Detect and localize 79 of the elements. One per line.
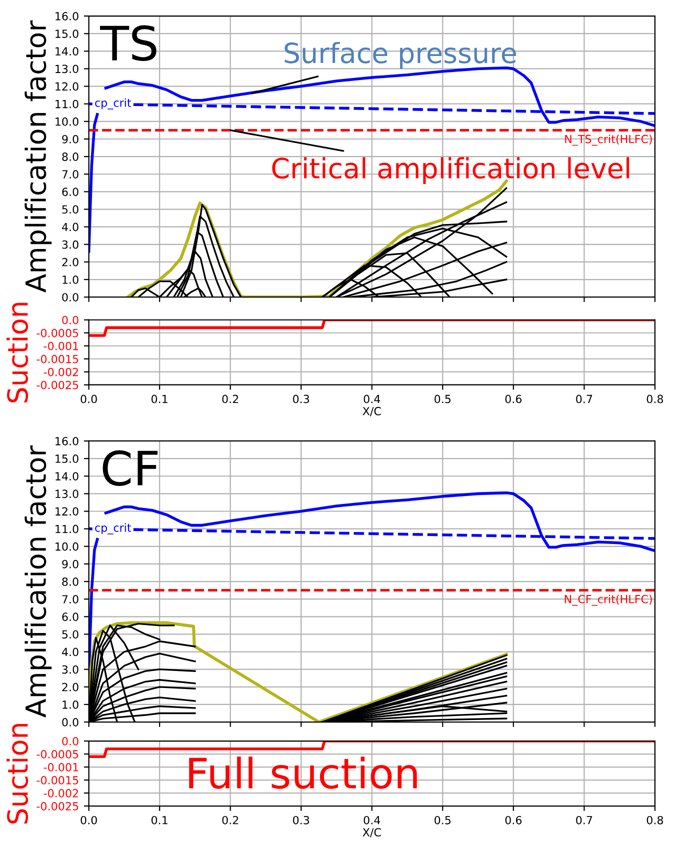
- y-tick-label: 13.0: [56, 64, 78, 74]
- x-tick-label: 0.3: [293, 394, 310, 404]
- y-tick-label: 2.0: [62, 258, 78, 266]
- y-tick-label: -0.0005: [36, 328, 78, 338]
- x-tick-label: 0.6: [505, 816, 522, 824]
- y-tick-label: 0.0: [62, 737, 78, 746]
- x-tick-label: 0.3: [293, 816, 310, 824]
- y-tick-label: 12.0: [56, 82, 78, 91]
- y-tick-label: 1.0: [62, 275, 78, 284]
- y-tick-label: -0.0015: [36, 776, 78, 784]
- y-tick-label: 8.0: [62, 152, 78, 161]
- x-tick-label: 0.2: [222, 816, 238, 824]
- x-tick-label: 0.5: [434, 394, 451, 404]
- y-tick-label: 2.0: [62, 682, 78, 692]
- y-tick-label: 5.0: [62, 205, 78, 214]
- y-tick-label: 4.0: [62, 222, 78, 232]
- y-tick-label: 11.0: [56, 100, 78, 108]
- ref-line-label: N_TS_crit(HLFC): [565, 134, 652, 146]
- y-tick-label: 14.0: [56, 47, 78, 56]
- y-tick-label: 7.0: [62, 170, 78, 179]
- y-tick-label: -0.002: [44, 368, 78, 376]
- x-tick-label: 0.8: [646, 816, 664, 824]
- y-tick-label: 10.0: [56, 117, 78, 126]
- annotation: Surface pressure: [284, 42, 516, 69]
- x-tick-label: 0.2: [222, 394, 238, 404]
- y-tick-label: 7.0: [62, 595, 78, 604]
- y-tick-label: 15.0: [56, 30, 78, 38]
- y-tick-label: 15.0: [56, 454, 78, 463]
- y-axis-title: Suction: [6, 302, 28, 402]
- y-tick-label: 16.0: [56, 12, 78, 20]
- x-tick-label: 0.4: [364, 816, 380, 824]
- y-tick-label: 4.0: [62, 648, 78, 656]
- ref-line-label: N_CF_crit(HLFC): [564, 594, 652, 606]
- annotation: Critical amplification level: [272, 157, 630, 184]
- y-tick-label: -0.0025: [36, 380, 78, 390]
- y-tick-label: 0.0: [62, 718, 78, 726]
- y-axis-title: Amplification factor: [24, 445, 52, 718]
- x-tick-label: 0.7: [576, 394, 592, 404]
- y-tick-label: 3.0: [62, 665, 78, 674]
- x-tick-label: 0.4: [364, 394, 380, 404]
- x-tick-label: 0.7: [576, 816, 592, 824]
- y-tick-label: 13.0: [56, 490, 78, 498]
- y-tick-label: 0.0: [62, 293, 78, 302]
- y-tick-label: 5.0: [62, 630, 78, 639]
- annotation: TS: [100, 25, 156, 62]
- x-tick-label: 0.5: [434, 816, 451, 824]
- x-tick-label: 0.1: [151, 394, 168, 404]
- x-tick-label: 0.1: [151, 816, 168, 824]
- y-axis-title: Amplification factor: [24, 20, 52, 293]
- x-axis-title: X/C: [362, 828, 381, 838]
- y-tick-label: 12.0: [56, 507, 78, 516]
- y-tick-label: 14.0: [56, 472, 78, 480]
- y-tick-label: 8.0: [62, 577, 78, 586]
- y-tick-label: 11.0: [56, 524, 78, 534]
- x-tick-label: 0.0: [80, 394, 97, 404]
- y-tick-label: 0.0: [62, 316, 78, 324]
- y-tick-label: -0.002: [44, 788, 78, 798]
- x-tick-label: 0.8: [646, 394, 664, 404]
- x-tick-label: 0.0: [80, 816, 97, 824]
- annotation: Full suction: [189, 756, 417, 789]
- x-axis-title: X/C: [362, 406, 381, 416]
- x-tick-label: 0.6: [505, 394, 522, 404]
- y-tick-label: -0.001: [44, 342, 78, 350]
- y-tick-label: 6.0: [62, 612, 78, 622]
- y-tick-label: 10.0: [56, 542, 78, 551]
- y-axis-title: Suction: [6, 724, 28, 824]
- y-tick-label: -0.0015: [36, 354, 78, 364]
- series-label: cp_crit: [95, 523, 132, 534]
- y-tick-label: 3.0: [62, 240, 78, 249]
- y-tick-label: -0.0025: [36, 802, 78, 810]
- series-label: cp_crit: [95, 98, 132, 110]
- y-tick-label: -0.0005: [36, 750, 78, 758]
- y-tick-label: 1.0: [62, 700, 78, 709]
- annotation: CF: [102, 450, 158, 486]
- y-tick-label: -0.001: [44, 763, 78, 772]
- y-tick-label: 6.0: [62, 188, 78, 196]
- y-tick-label: 9.0: [62, 560, 78, 568]
- y-tick-label: 9.0: [62, 134, 78, 144]
- y-tick-label: 16.0: [56, 436, 78, 446]
